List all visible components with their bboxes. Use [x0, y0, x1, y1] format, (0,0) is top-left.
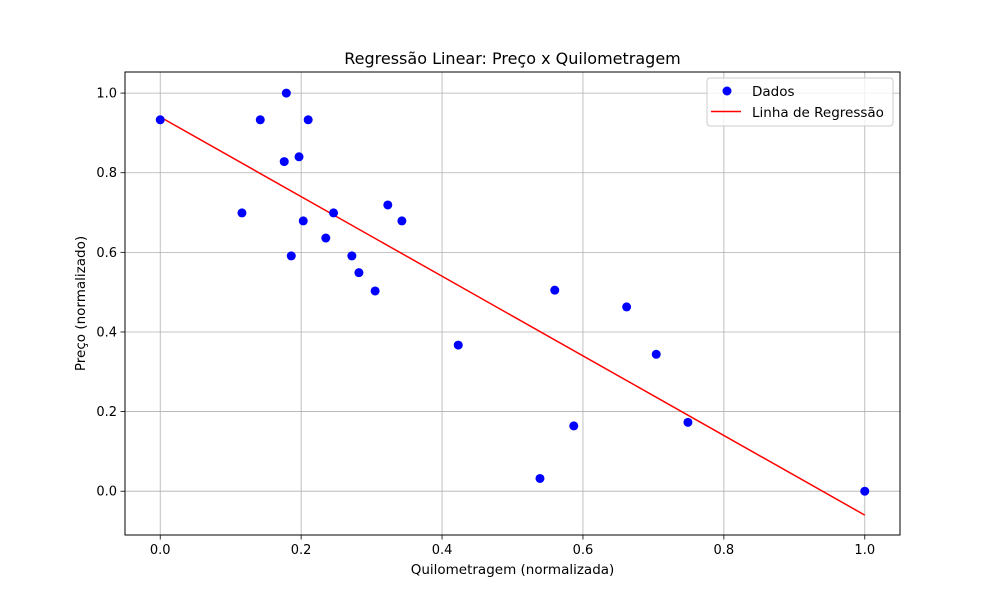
data-point: [383, 200, 393, 210]
grid: [125, 72, 900, 535]
data-point: [294, 152, 304, 162]
y-tick-label: 0.6: [96, 246, 117, 261]
data-point: [683, 417, 693, 427]
x-tick-label: 0.4: [432, 543, 453, 558]
chart-title: Regressão Linear: Preço x Quilometragem: [344, 49, 681, 68]
data-point: [535, 473, 545, 483]
y-tick-label: 0.8: [96, 166, 117, 181]
x-axis-ticks: 0.0 0.2 0.4 0.6 0.8 1.0: [150, 535, 875, 558]
data-point: [550, 285, 560, 295]
y-tick-label: 0.4: [96, 325, 117, 340]
data-point: [286, 251, 296, 261]
data-point: [155, 115, 165, 125]
data-point: [860, 486, 870, 496]
legend-label-regression-line: Linha de Regressão: [752, 105, 884, 121]
data-point: [651, 349, 661, 359]
y-tick-label: 0.0: [96, 485, 117, 500]
x-tick-label: 0.2: [291, 543, 312, 558]
x-tick-label: 0.6: [573, 543, 594, 558]
x-tick-label: 0.0: [150, 543, 171, 558]
y-tick-label: 0.2: [96, 405, 117, 420]
y-axis-ticks: 0.0 0.2 0.4 0.6 0.8 1.0: [96, 87, 125, 500]
data-point: [255, 115, 265, 125]
data-points: [155, 88, 870, 496]
data-point: [321, 233, 331, 243]
regression-line: [159, 116, 866, 516]
regression-line-layer: [159, 116, 866, 516]
data-point: [397, 216, 407, 226]
legend-marker-dados: [722, 86, 732, 96]
x-axis-label: Quilometragem (normalizada): [411, 562, 615, 578]
data-point: [281, 88, 291, 98]
data-point: [303, 115, 313, 125]
y-axis-label: Preço (normalizado): [73, 236, 89, 371]
x-tick-label: 1.0: [854, 543, 875, 558]
legend-box: [706, 77, 894, 127]
y-tick-label: 1.0: [96, 87, 117, 102]
x-tick-label: 0.8: [714, 543, 735, 558]
data-point: [569, 421, 579, 431]
data-point: [237, 208, 247, 218]
data-point: [354, 268, 364, 278]
legend-label-dados: Dados: [752, 84, 795, 100]
data-point: [298, 216, 308, 226]
data-point: [453, 340, 463, 350]
data-point: [329, 208, 339, 218]
data-point: [279, 157, 289, 167]
data-point: [347, 251, 357, 261]
plot-frame: [124, 71, 901, 536]
data-point: [622, 302, 632, 312]
legend: Dados Linha de Regressão: [706, 77, 894, 127]
data-point: [370, 286, 380, 296]
